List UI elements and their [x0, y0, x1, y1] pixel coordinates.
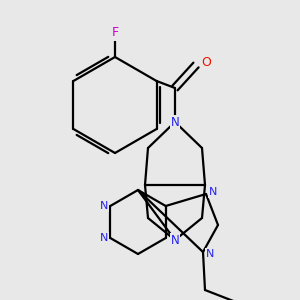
Text: O: O	[201, 56, 211, 70]
Text: N: N	[171, 233, 179, 247]
Text: F: F	[111, 26, 118, 40]
Text: N: N	[100, 233, 109, 243]
Text: N: N	[100, 201, 109, 211]
Text: N: N	[209, 187, 217, 197]
Text: N: N	[206, 249, 214, 259]
Text: N: N	[171, 116, 179, 128]
